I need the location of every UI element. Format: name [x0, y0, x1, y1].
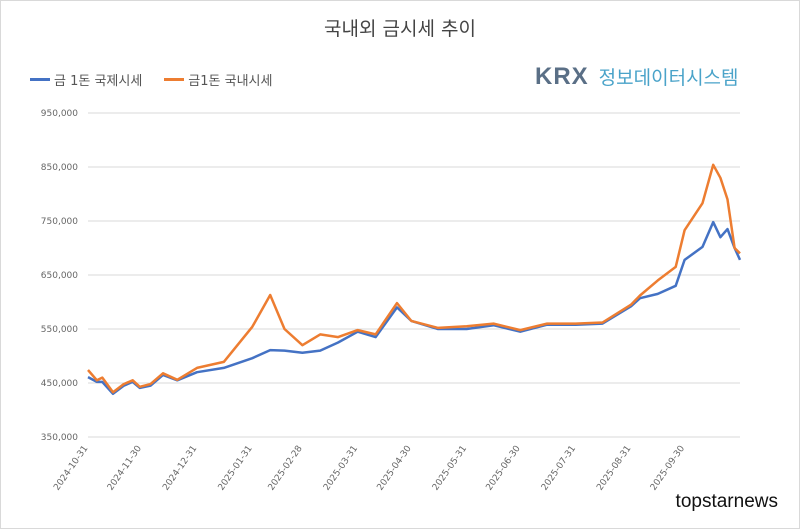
- series-line-domestic: [87, 163, 741, 394]
- legend-swatch-blue: [30, 78, 50, 81]
- legend-item-domestic: 금1돈 국내시세: [164, 70, 272, 89]
- watermark: topstarnews: [675, 491, 778, 512]
- x-tick-label: 2024-12-31: [161, 444, 199, 493]
- y-tick-label: 950,000: [41, 109, 78, 119]
- x-tick-label: 2025-08-31: [595, 444, 633, 493]
- brand-name: 정보데이터시스템: [598, 67, 739, 89]
- legend-label: 금 1돈 국제시세: [54, 74, 143, 89]
- krx-logo-text: KRX: [535, 63, 589, 90]
- y-tick-label: 850,000: [41, 163, 78, 173]
- chart-title: 국내외 금시세 추이: [324, 18, 476, 40]
- x-tick-label: 2025-07-31: [540, 444, 578, 493]
- y-tick-label: 350,000: [41, 433, 78, 443]
- x-tick-label: 2025-03-31: [322, 444, 360, 493]
- x-tick-label: 2025-04-30: [376, 444, 414, 493]
- x-tick-label: 2024-11-30: [106, 444, 144, 493]
- y-tick-label: 450,000: [41, 379, 78, 389]
- y-tick-label: 750,000: [41, 217, 78, 227]
- krx-brand-logo: KRX 정보데이터시스템: [535, 63, 739, 91]
- series-line-international: [87, 220, 742, 396]
- legend-item-international: 금 1돈 국제시세: [30, 70, 142, 89]
- y-tick-label: 650,000: [41, 271, 78, 281]
- x-tick-label: 2025-01-31: [217, 444, 255, 493]
- legend-swatch-orange: [164, 78, 185, 81]
- x-tick-label: 2025-09-30: [649, 444, 687, 493]
- x-tick-label: 2025-06-30: [485, 444, 523, 493]
- x-tick-label: 2024-10-31: [52, 444, 90, 493]
- legend: 금 1돈 국제시세 금1돈 국내시세: [30, 70, 272, 89]
- legend-label: 금1돈 국내시세: [188, 74, 273, 89]
- y-tick-label: 550,000: [41, 325, 78, 335]
- x-tick-label: 2025-02-28: [267, 444, 305, 493]
- x-tick-label: 2025-05-31: [431, 444, 469, 493]
